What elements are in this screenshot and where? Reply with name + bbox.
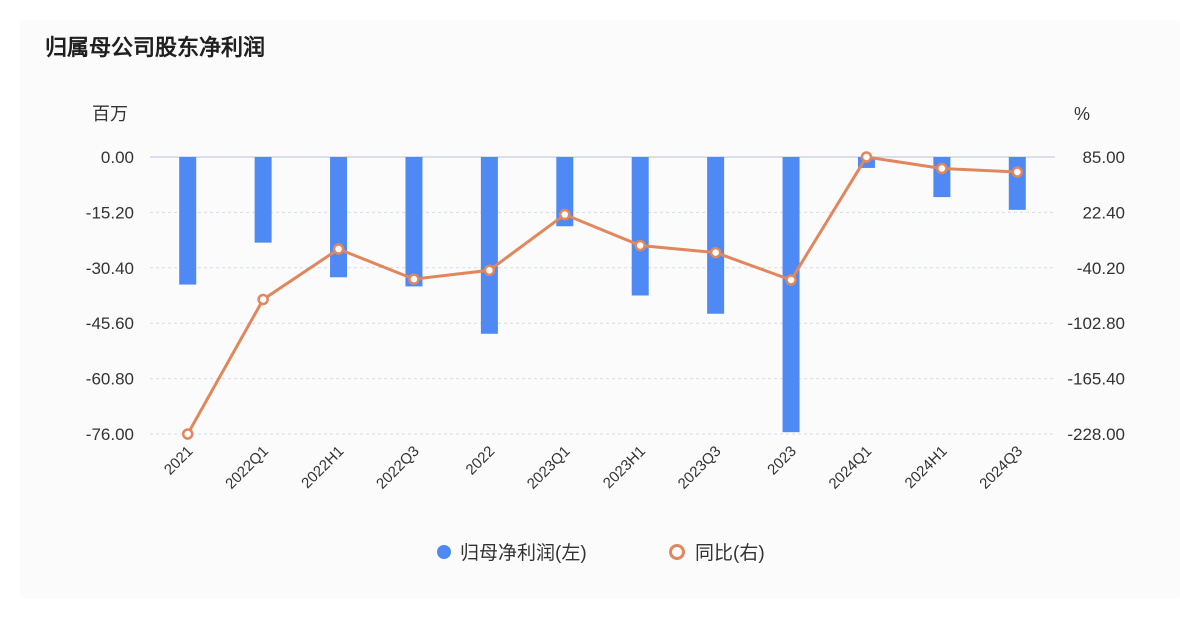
legend-line-marker: [669, 544, 685, 560]
legend-line-label: 同比(右): [695, 542, 765, 564]
x-tick-label: 2023Q1: [524, 443, 574, 493]
y-right-tick-label: -228.00: [1067, 425, 1125, 444]
bar: [1008, 157, 1026, 210]
y-left-unit: 百万: [92, 104, 128, 124]
legend-bar-marker: [437, 545, 451, 559]
line-point: [1011, 166, 1024, 178]
line-point: [860, 151, 873, 163]
y-right-tick-label: -40.20: [1077, 259, 1125, 278]
x-tick-label: 2022Q1: [222, 443, 272, 493]
x-tick-label: 2024Q1: [826, 443, 876, 493]
bar: [782, 157, 800, 433]
x-tick-label: 2022: [463, 443, 499, 479]
line-point: [709, 246, 722, 259]
x-tick-label: 2023: [764, 443, 800, 479]
x-tick-label: 2024H1: [902, 443, 951, 492]
x-tick-label: 2023H1: [600, 443, 649, 492]
line-point: [483, 264, 496, 277]
chart-card: [20, 20, 1180, 598]
y-left-tick-label: -45.60: [86, 314, 134, 333]
bar: [631, 157, 649, 296]
x-tick-label: 2023Q3: [675, 443, 725, 493]
line-point: [332, 243, 345, 255]
yoy-line: [186, 155, 1018, 435]
bar: [480, 157, 498, 334]
line-point: [785, 274, 797, 286]
y-right-tick-label: -165.40: [1067, 370, 1125, 389]
bar: [707, 157, 725, 314]
bar: [330, 157, 348, 278]
y-right-unit: %: [1074, 104, 1090, 124]
line-point: [181, 428, 194, 440]
line-point: [257, 293, 269, 306]
bar: [179, 157, 197, 285]
y-left-tick-label: -30.40: [86, 259, 134, 278]
x-tick-label: 2022H1: [298, 443, 347, 492]
line-point: [634, 239, 646, 252]
chart-title: 归属母公司股东净利润: [45, 36, 266, 61]
y-right-tick-label: 85.00: [1082, 148, 1125, 167]
x-tick-label: 2022Q3: [373, 443, 423, 493]
x-tick-label: 2024Q3: [976, 443, 1026, 493]
y-left-tick-label: -15.20: [86, 203, 134, 222]
y-left-tick-label: 0.00: [101, 148, 134, 167]
y-left-tick-label: -76.00: [86, 425, 134, 444]
y-left-tick-label: -60.80: [86, 370, 134, 389]
line-point: [559, 208, 571, 221]
y-right-tick-label: -102.80: [1067, 314, 1125, 333]
y-right-tick-label: 22.40: [1082, 203, 1125, 222]
line-point: [936, 162, 948, 175]
bar: [405, 157, 423, 287]
bar: [254, 157, 272, 243]
line-point: [408, 273, 420, 285]
legend-bar-label: 归母净利润(左): [460, 542, 587, 564]
bar: [556, 157, 574, 227]
x-tick-label: 2021: [161, 443, 197, 479]
